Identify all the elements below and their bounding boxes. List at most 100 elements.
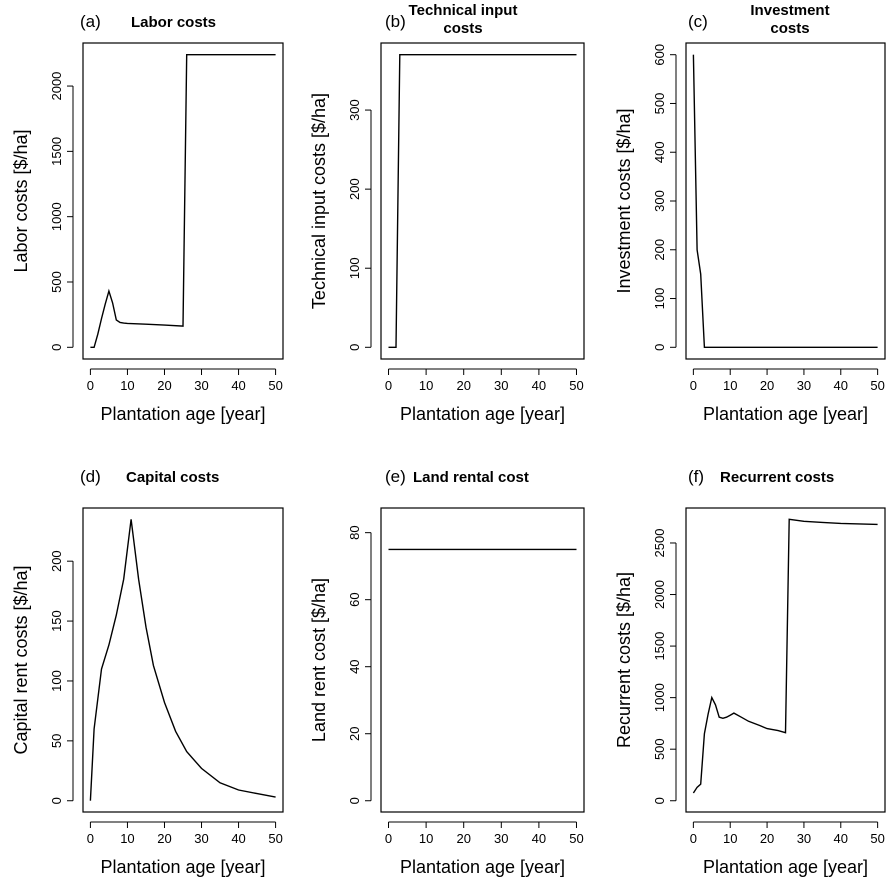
y-tick-label: 1500 <box>49 137 64 166</box>
x-axis-label: Plantation age [year] <box>400 857 565 877</box>
x-tick-label: 20 <box>157 831 171 846</box>
x-tick-label: 10 <box>120 831 134 846</box>
y-tick-label: 80 <box>347 525 362 539</box>
x-axis-label: Plantation age [year] <box>703 857 868 877</box>
y-tick-label: 60 <box>347 592 362 606</box>
y-axis-label: Land rent cost [$/ha] <box>309 578 329 742</box>
x-axis-label: Plantation age [year] <box>703 404 868 424</box>
panel-letter: (a) <box>80 12 101 31</box>
x-tick-label: 0 <box>385 831 392 846</box>
panel-title: Capital costs <box>126 469 219 486</box>
y-axis-label: Recurrent costs [$/ha] <box>614 572 634 748</box>
y-tick-label: 0 <box>347 344 362 351</box>
plot-frame <box>380 507 585 813</box>
plot-frame <box>82 507 284 813</box>
x-tick-label: 30 <box>797 378 811 393</box>
x-tick-label: 30 <box>494 378 508 393</box>
x-tick-label: 40 <box>834 378 848 393</box>
y-tick-label: 0 <box>49 344 64 351</box>
x-tick-label: 30 <box>194 831 208 846</box>
x-tick-label: 50 <box>569 831 583 846</box>
x-tick-label: 40 <box>834 831 848 846</box>
y-tick-label: 2000 <box>49 72 64 101</box>
panel-title: Recurrent costs <box>720 469 834 486</box>
x-tick-label: 10 <box>419 378 433 393</box>
y-tick-label: 600 <box>652 44 667 66</box>
x-tick-label: 50 <box>870 378 884 393</box>
x-tick-label: 50 <box>569 378 583 393</box>
x-tick-label: 50 <box>268 378 282 393</box>
y-tick-label: 50 <box>49 734 64 748</box>
y-axis-label: Capital rent costs [$/ha] <box>11 565 31 754</box>
x-tick-label: 40 <box>532 378 546 393</box>
x-tick-label: 40 <box>532 831 546 846</box>
x-tick-label: 30 <box>494 831 508 846</box>
x-tick-label: 0 <box>690 831 697 846</box>
y-tick-label: 500 <box>49 271 64 293</box>
x-tick-label: 0 <box>87 831 94 846</box>
panel-4: 0 10 20 30 40 50 0 50 100 150 200 Plantation age [y… <box>11 467 284 877</box>
y-axis-label: Technical input costs [$/ha] <box>309 93 329 309</box>
panel-letter: (c) <box>688 12 708 31</box>
series-line <box>692 518 878 794</box>
x-tick-label: 0 <box>87 378 94 393</box>
x-tick-label: 40 <box>231 378 245 393</box>
panel-3: 0 10 20 30 40 500100200300400500600Plantation… <box>614 2 886 424</box>
panel-title: Labor costs <box>131 14 216 31</box>
y-tick-label: 100 <box>347 257 362 279</box>
x-tick-label: 20 <box>456 378 470 393</box>
y-tick-label: 500 <box>652 93 667 115</box>
x-tick-label: 40 <box>231 831 245 846</box>
y-tick-label: 0 <box>652 797 667 804</box>
y-axis-label: Labor costs [$/ha] <box>11 129 31 272</box>
y-tick-label: 200 <box>652 239 667 261</box>
y-tick-label: 200 <box>347 178 362 200</box>
y-tick-label: 2000 <box>652 580 667 609</box>
panel-letter: (e) <box>385 467 406 486</box>
y-tick-label: 1000 <box>652 683 667 712</box>
x-tick-label: 20 <box>456 831 470 846</box>
y-tick-label: 100 <box>49 670 64 692</box>
x-tick-label: 10 <box>120 378 134 393</box>
panel-6: 0 10 20 30 40 5005001000150020002500Plantatio… <box>614 467 886 877</box>
x-axis-label: Plantation age [year] <box>400 404 565 424</box>
y-tick-label: 0 <box>49 797 64 804</box>
plot-frame <box>82 42 284 360</box>
panel-letter: (d) <box>80 467 101 486</box>
y-tick-label: 0 <box>652 344 667 351</box>
x-tick-label: 30 <box>797 831 811 846</box>
x-tick-label: 20 <box>760 831 774 846</box>
x-tick-label: 50 <box>870 831 884 846</box>
series-line <box>89 519 276 801</box>
y-tick-label: 300 <box>347 99 362 121</box>
y-tick-label: 2500 <box>652 529 667 558</box>
x-tick-label: 10 <box>723 831 737 846</box>
panel-2: 0 10 20 30 40 50 0 100 200 300 Plantation age [yea… <box>309 2 585 424</box>
y-tick-label: 100 <box>652 288 667 310</box>
panel-letter: (f) <box>688 467 704 486</box>
panel-letter: (b) <box>385 12 406 31</box>
series-line <box>90 54 276 348</box>
x-axis-label: Plantation age [year] <box>100 857 265 877</box>
panel-title: Technical input costs <box>409 2 518 37</box>
series-line <box>388 54 577 348</box>
panel-title: Investment costs <box>750 2 829 37</box>
x-tick-label: 20 <box>157 378 171 393</box>
panel-5: 0 10 20 30 40 50 0 20 40 60 80 Plantation age [year… <box>309 467 585 877</box>
x-tick-label: 0 <box>385 378 392 393</box>
x-tick-label: 10 <box>419 831 433 846</box>
plot-frame <box>685 42 886 360</box>
plot-frame <box>380 42 585 360</box>
x-tick-label: 10 <box>723 378 737 393</box>
x-tick-label: 20 <box>760 378 774 393</box>
y-tick-label: 150 <box>49 610 64 632</box>
y-axis-label: Investment costs [$/ha] <box>614 108 634 293</box>
y-tick-label: 1500 <box>652 632 667 661</box>
plot-frame <box>685 507 886 813</box>
y-tick-label: 1000 <box>49 202 64 231</box>
panel-title: Land rental cost <box>413 469 529 486</box>
y-tick-label: 200 <box>49 550 64 572</box>
x-tick-label: 50 <box>268 831 282 846</box>
